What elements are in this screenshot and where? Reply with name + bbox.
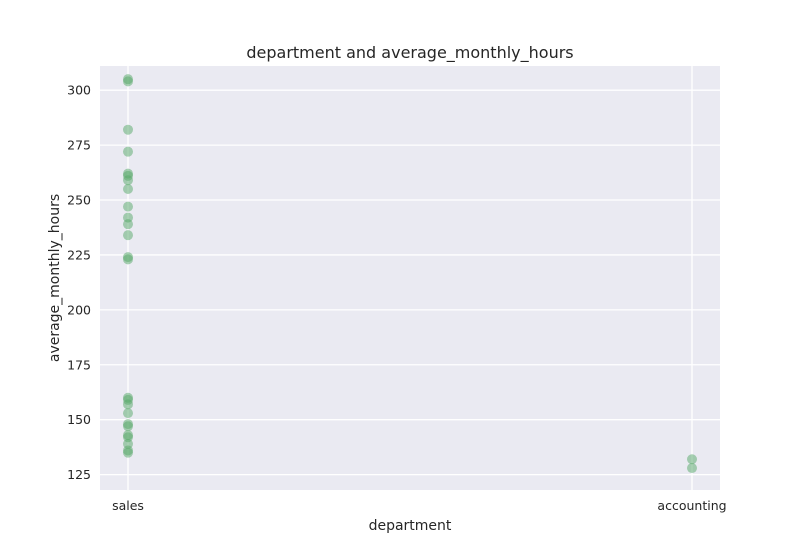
x-axis-label: department bbox=[369, 518, 452, 534]
scatter-point bbox=[687, 454, 697, 465]
scatter-point bbox=[123, 421, 133, 432]
x-tick-label: sales bbox=[112, 498, 144, 513]
scatter-point bbox=[687, 463, 697, 474]
y-tick-label: 275 bbox=[67, 138, 91, 153]
y-tick-label: 300 bbox=[67, 83, 91, 98]
scatter-point bbox=[123, 76, 133, 87]
y-tick-label: 225 bbox=[67, 247, 91, 262]
scatter-point bbox=[123, 399, 133, 410]
grid-lines bbox=[100, 66, 720, 490]
y-axis-label: average_monthly_hours bbox=[47, 194, 63, 362]
scatter-point bbox=[123, 230, 133, 241]
chart-title: department and average_monthly_hours bbox=[246, 43, 573, 63]
y-tick-label: 200 bbox=[67, 302, 91, 317]
y-tick-label: 175 bbox=[67, 357, 91, 372]
y-tick-label: 125 bbox=[67, 467, 91, 482]
scatter-point bbox=[123, 201, 133, 212]
scatter-point bbox=[123, 175, 133, 186]
plot-area bbox=[100, 66, 720, 490]
scatter-point bbox=[123, 447, 133, 458]
scatter-point bbox=[123, 219, 133, 230]
scatter-point bbox=[123, 184, 133, 195]
y-tick-label: 150 bbox=[67, 412, 91, 427]
y-tick-label: 250 bbox=[67, 193, 91, 208]
scatter-point bbox=[123, 146, 133, 157]
scatter-point bbox=[123, 254, 133, 265]
scatter-point bbox=[123, 124, 133, 135]
scatter-point bbox=[123, 408, 133, 419]
data-points bbox=[123, 74, 697, 474]
x-tick-label: accounting bbox=[657, 498, 726, 513]
tick-labels: 125 150 175 200 225 250 275 300 sales accounting bbox=[67, 83, 726, 513]
